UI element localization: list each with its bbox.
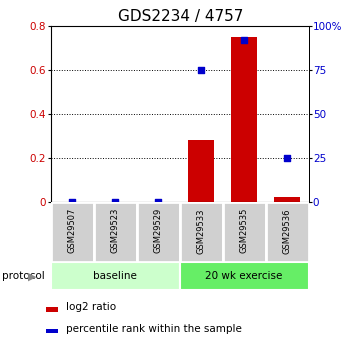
Text: percentile rank within the sample: percentile rank within the sample bbox=[66, 324, 242, 334]
Text: protocol: protocol bbox=[2, 272, 44, 281]
Point bbox=[112, 199, 118, 205]
Text: log2 ratio: log2 ratio bbox=[66, 302, 116, 312]
Bar bbox=[274, 197, 300, 202]
Text: GSM29533: GSM29533 bbox=[197, 208, 206, 254]
Point bbox=[69, 199, 75, 205]
Point bbox=[155, 199, 161, 205]
Bar bbox=[51, 262, 179, 290]
Bar bbox=[51, 202, 93, 262]
Point bbox=[198, 67, 204, 72]
Text: 20 wk exercise: 20 wk exercise bbox=[205, 272, 283, 281]
Bar bbox=[266, 202, 309, 262]
Text: GSM29507: GSM29507 bbox=[68, 208, 77, 254]
Point bbox=[284, 155, 290, 161]
Bar bbox=[46, 329, 58, 334]
Bar bbox=[179, 262, 309, 290]
Bar bbox=[231, 37, 257, 202]
Text: GSM29535: GSM29535 bbox=[240, 208, 249, 254]
Point bbox=[241, 37, 247, 43]
Text: baseline: baseline bbox=[93, 272, 137, 281]
Bar bbox=[223, 202, 266, 262]
Text: GSM29536: GSM29536 bbox=[283, 208, 292, 254]
Text: ▶: ▶ bbox=[27, 272, 36, 281]
Bar bbox=[188, 140, 214, 202]
Bar bbox=[93, 202, 136, 262]
Bar bbox=[179, 202, 223, 262]
Text: GDS2234 / 4757: GDS2234 / 4757 bbox=[118, 9, 243, 23]
Text: GSM29523: GSM29523 bbox=[110, 208, 119, 254]
Bar bbox=[136, 202, 179, 262]
Text: GSM29529: GSM29529 bbox=[153, 208, 162, 254]
Bar bbox=[46, 307, 58, 312]
